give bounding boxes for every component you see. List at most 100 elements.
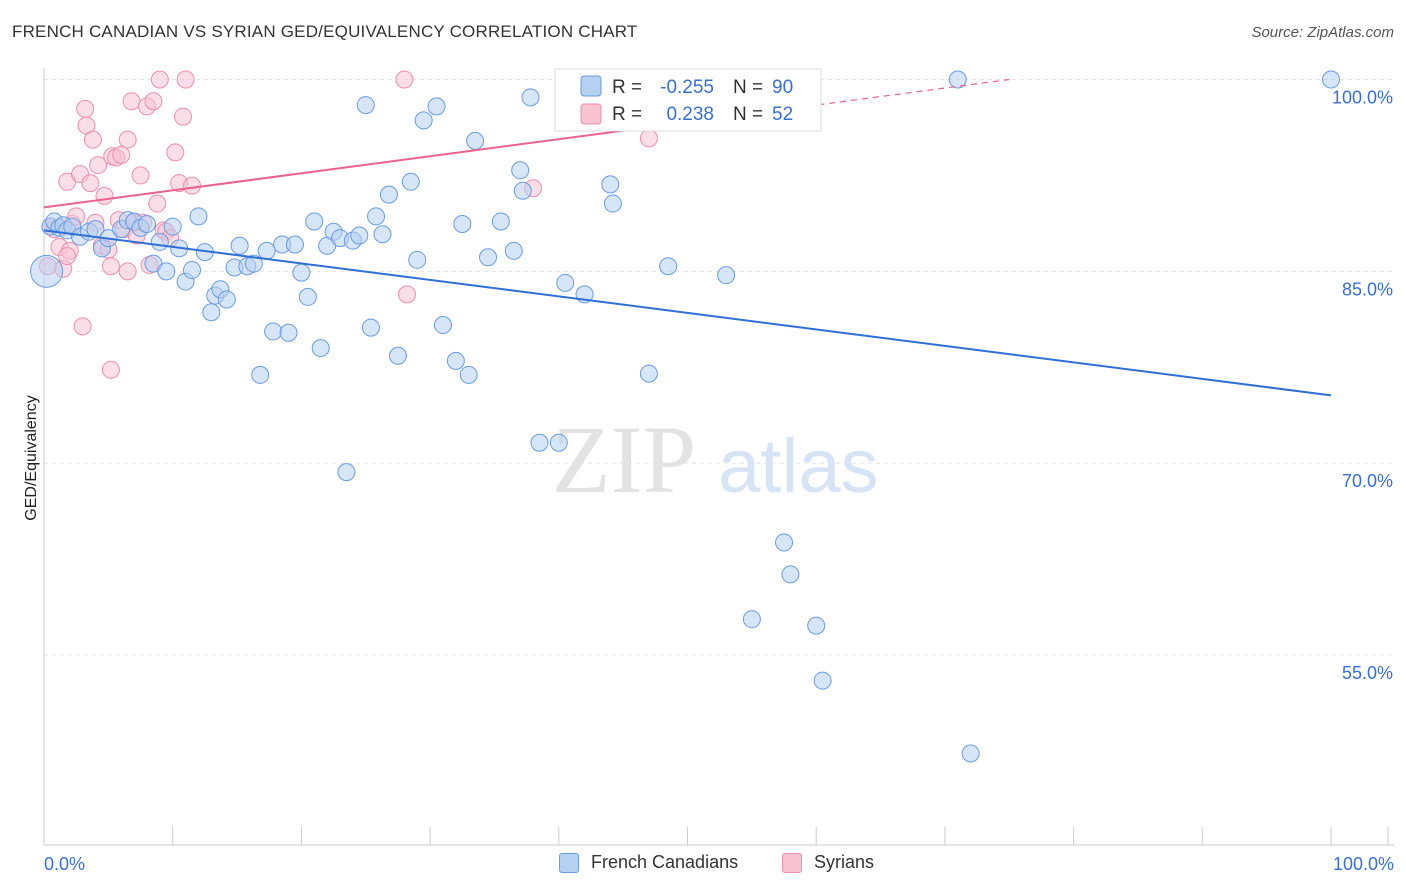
french-canadians-point[interactable] xyxy=(513,181,532,200)
syrians-point[interactable] xyxy=(173,107,192,126)
syrians-point[interactable] xyxy=(148,194,167,213)
legend-item-syrians[interactable]: Syrians xyxy=(782,852,874,873)
legend-r-value-blue: -0.255 xyxy=(660,77,714,98)
syrians-point[interactable] xyxy=(176,70,195,89)
french-canadians-point[interactable] xyxy=(157,262,176,281)
french-canadians-point[interactable] xyxy=(504,241,523,260)
syrians-point[interactable] xyxy=(639,129,658,148)
french-canadians-point[interactable] xyxy=(556,273,575,292)
french-canadians-point[interactable] xyxy=(311,339,330,358)
french-canadians-point[interactable] xyxy=(350,226,369,245)
legend-r-value-pink: 0.238 xyxy=(666,104,714,125)
french-canadians-point[interactable] xyxy=(388,346,407,365)
french-canadians-point[interactable] xyxy=(292,263,311,282)
french-canadians-point[interactable] xyxy=(298,287,317,306)
y-tick-label: 70.0% xyxy=(1342,471,1393,491)
french-canadians-point[interactable] xyxy=(521,88,540,107)
french-canadians-point[interactable] xyxy=(373,225,392,244)
x-ticks xyxy=(43,827,1389,845)
syrians-point[interactable] xyxy=(89,156,108,175)
french-canadians-point[interactable] xyxy=(356,96,375,115)
french-canadians-point[interactable] xyxy=(230,236,249,255)
french-canadians-point[interactable] xyxy=(639,364,658,383)
french-canadians-point[interactable] xyxy=(948,70,967,89)
syrians-point[interactable] xyxy=(131,166,150,185)
french-canadians-point[interactable] xyxy=(285,235,304,254)
french-canadians-point[interactable] xyxy=(453,215,472,234)
french-canadians-point[interactable] xyxy=(361,318,380,337)
french-canadians-point[interactable] xyxy=(257,241,276,260)
french-canadians-point[interactable] xyxy=(183,261,202,280)
french-canadians-point[interactable] xyxy=(530,433,549,452)
french-canadians-point[interactable] xyxy=(163,217,182,236)
syrians-point[interactable] xyxy=(118,262,137,281)
french-canadians-point[interactable] xyxy=(549,433,568,452)
syrians-point[interactable] xyxy=(76,99,95,118)
source-attribution: Source: ZipAtlas.com xyxy=(1251,24,1394,41)
french-canadians-point[interactable] xyxy=(244,254,263,273)
syrians-point[interactable] xyxy=(395,70,414,89)
syrians-point[interactable] xyxy=(58,246,77,265)
syrians-point[interactable] xyxy=(118,130,137,149)
syrians-point[interactable] xyxy=(397,285,416,304)
french-canadians-point[interactable] xyxy=(491,212,510,231)
french-canadians-point[interactable] xyxy=(379,185,398,204)
french-canadians-point[interactable] xyxy=(305,212,324,231)
grid-lines xyxy=(44,79,1394,656)
french-canadians-point[interactable] xyxy=(479,248,498,267)
french-canadians-point[interactable] xyxy=(511,161,530,180)
french-canadians-point[interactable] xyxy=(446,351,465,370)
french-canadians-point[interactable] xyxy=(414,111,433,130)
french-canadians-point[interactable] xyxy=(961,744,980,763)
french-canadians-point[interactable] xyxy=(466,131,485,150)
french-canadians-point[interactable] xyxy=(742,610,761,629)
french-canadians-point[interactable] xyxy=(807,616,826,635)
french-canadians-point[interactable] xyxy=(601,175,620,194)
french-canadians-point[interactable] xyxy=(279,323,298,342)
x-tick-label-max: 100.0% xyxy=(1333,854,1394,874)
french-canadians-point[interactable] xyxy=(408,250,427,269)
french-canadians-point[interactable] xyxy=(367,207,386,226)
syrians-point[interactable] xyxy=(95,186,114,205)
legend-r-label-pink: R = xyxy=(612,104,642,125)
syrians-point[interactable] xyxy=(122,92,141,111)
french-canadians-point[interactable] xyxy=(401,172,420,191)
syrians-point[interactable] xyxy=(144,92,163,111)
french-canadians-point[interactable] xyxy=(781,565,800,584)
french-canadians-point[interactable] xyxy=(1322,70,1340,89)
french-canadians-point[interactable] xyxy=(775,533,794,552)
french-canadians-point[interactable] xyxy=(251,365,270,384)
french-canadians-point[interactable] xyxy=(217,290,236,309)
y-tick-label: 55.0% xyxy=(1342,663,1393,683)
french-canadians-point[interactable] xyxy=(189,207,208,226)
french-canadians-point[interactable] xyxy=(150,232,169,251)
syrians-point[interactable] xyxy=(101,257,120,276)
x-tick-label-min: 0.0% xyxy=(44,854,85,874)
legend-item-french-canadians[interactable]: French Canadians xyxy=(559,852,738,873)
french-canadians-point[interactable] xyxy=(337,463,356,482)
syrians-point[interactable] xyxy=(166,143,185,162)
syrians-point[interactable] xyxy=(73,317,92,336)
axes xyxy=(43,68,1394,846)
syrians-point[interactable] xyxy=(112,145,131,164)
french-canadians-point[interactable] xyxy=(459,365,478,384)
french-canadians-point[interactable] xyxy=(202,303,221,322)
french-canadians-point[interactable] xyxy=(603,194,622,213)
legend-label-french-canadians: French Canadians xyxy=(591,852,739,872)
french-canadians-point[interactable] xyxy=(137,215,156,234)
french-canadians-point[interactable] xyxy=(264,322,283,341)
syrians-point[interactable] xyxy=(81,174,100,193)
french-canadians-point[interactable] xyxy=(30,254,64,288)
french-canadians-point[interactable] xyxy=(433,316,452,335)
french-canadians-point[interactable] xyxy=(717,266,736,285)
syrians-point[interactable] xyxy=(101,360,120,379)
french-canadians-point[interactable] xyxy=(427,97,446,116)
syrians-point[interactable] xyxy=(183,176,202,195)
french-canadians-point[interactable] xyxy=(813,671,832,690)
trend-line-french-canadians xyxy=(43,229,1332,397)
syrians-point[interactable] xyxy=(150,70,169,89)
syrians-point[interactable] xyxy=(83,130,102,149)
legend-n-value-blue: 90 xyxy=(772,77,793,98)
french-canadians-point[interactable] xyxy=(659,257,678,276)
